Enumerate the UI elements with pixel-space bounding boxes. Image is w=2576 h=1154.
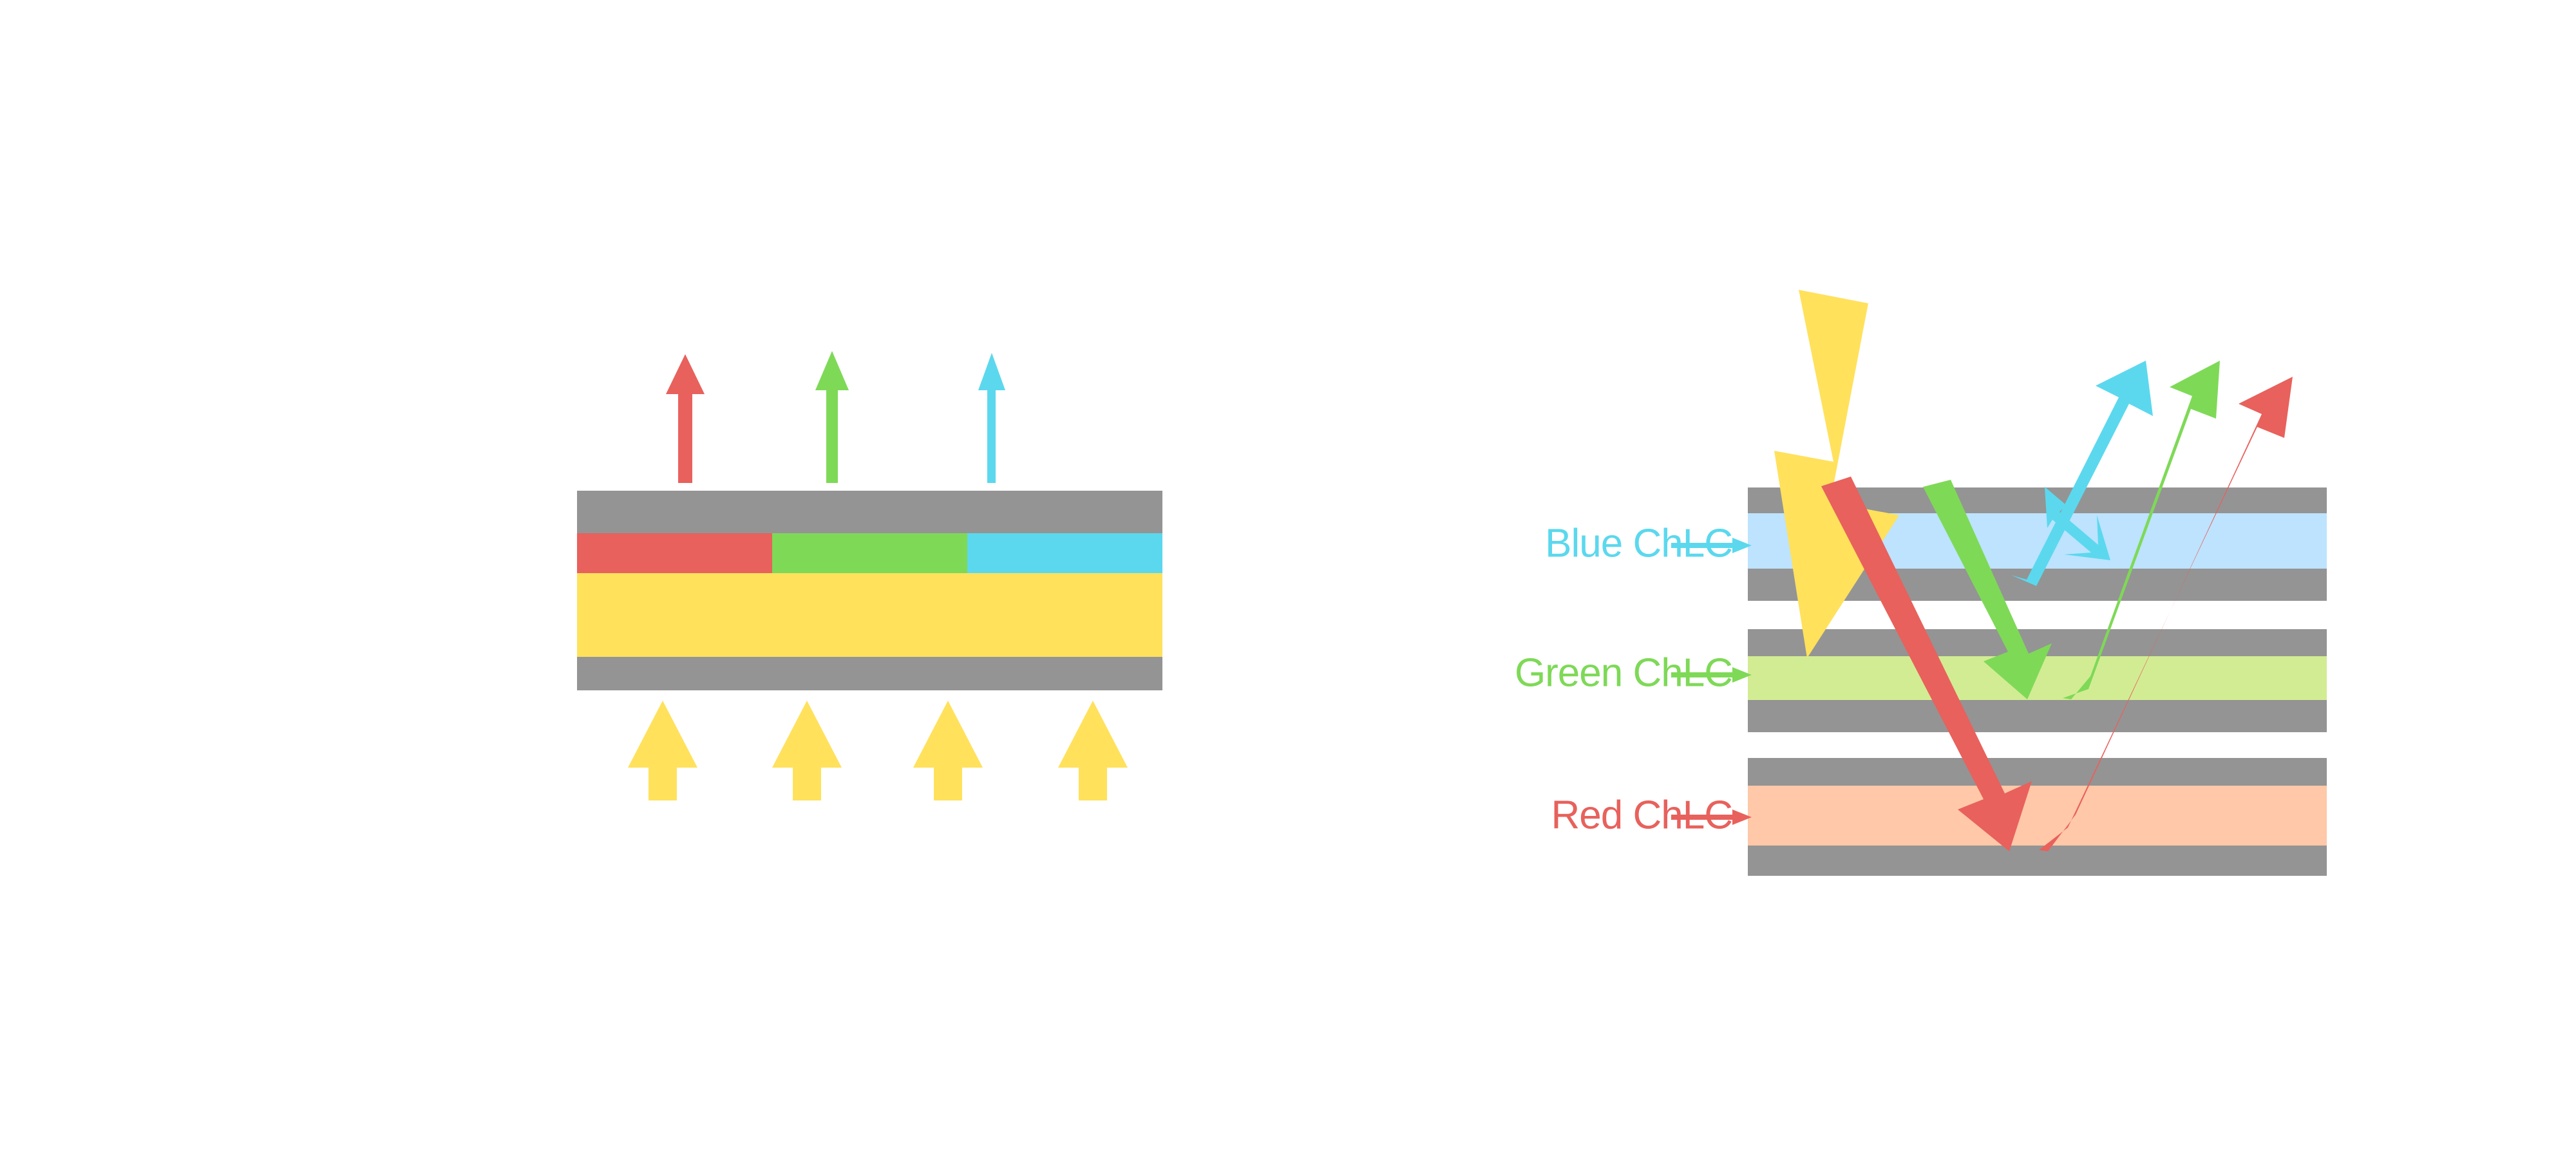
red-cell-bottom-substrate [1748, 846, 2327, 876]
backlight-arrow-4-icon [1058, 701, 1128, 800]
chlc-labels-group: Blue ChLC Green ChLC Red ChLC [1515, 521, 1752, 837]
red-chlc-cell [1748, 758, 2327, 876]
left-bottom-electrode [577, 657, 1162, 690]
emitted-arrows-group [666, 351, 1005, 483]
green-cell-bottom-substrate [1748, 700, 2327, 732]
red-cell-lc-layer [1748, 786, 2327, 846]
green-emitted-arrow-icon [815, 351, 849, 483]
blue-emitted-arrow-icon [978, 353, 1005, 483]
red-label-arrow-icon [1671, 809, 1752, 825]
backlight-arrows-group [628, 701, 1128, 800]
backlight-arrow-3-icon [913, 701, 983, 800]
left-stack-group [577, 491, 1162, 690]
ambient-light-incident-arrow-icon [1774, 290, 1899, 658]
red-cell-top-substrate [1748, 758, 2327, 786]
green-chlc-cell [1748, 629, 2327, 732]
left-panel-group [577, 351, 1162, 800]
blue-label-arrow-icon [1671, 538, 1752, 553]
green-label-arrow-icon [1671, 667, 1752, 683]
reflected-rays-group [1821, 361, 2293, 851]
blue-up-ray-arrow-icon [2011, 361, 2153, 586]
left-backlight-layer [577, 573, 1162, 657]
red-emitted-arrow-icon [666, 354, 705, 483]
green-up-ray-arrow-icon [2063, 361, 2220, 699]
red-up-ray-arrow-icon [2039, 377, 2293, 851]
left-top-electrode [577, 491, 1162, 533]
blue-down-ray-arrow-icon [2045, 487, 2110, 560]
backlight-arrow-2-icon [772, 701, 842, 800]
left-blue-filter-segment [967, 533, 1162, 573]
left-green-filter-segment [772, 533, 967, 573]
right-panel-group: Blue ChLC Green ChLC Red ChLC [1515, 290, 2327, 876]
left-red-filter-segment [577, 533, 772, 573]
red-down-ray-arrow-icon [1821, 477, 2032, 851]
backlight-arrow-1-icon [628, 701, 697, 800]
green-down-ray-arrow-icon [1923, 480, 2052, 699]
